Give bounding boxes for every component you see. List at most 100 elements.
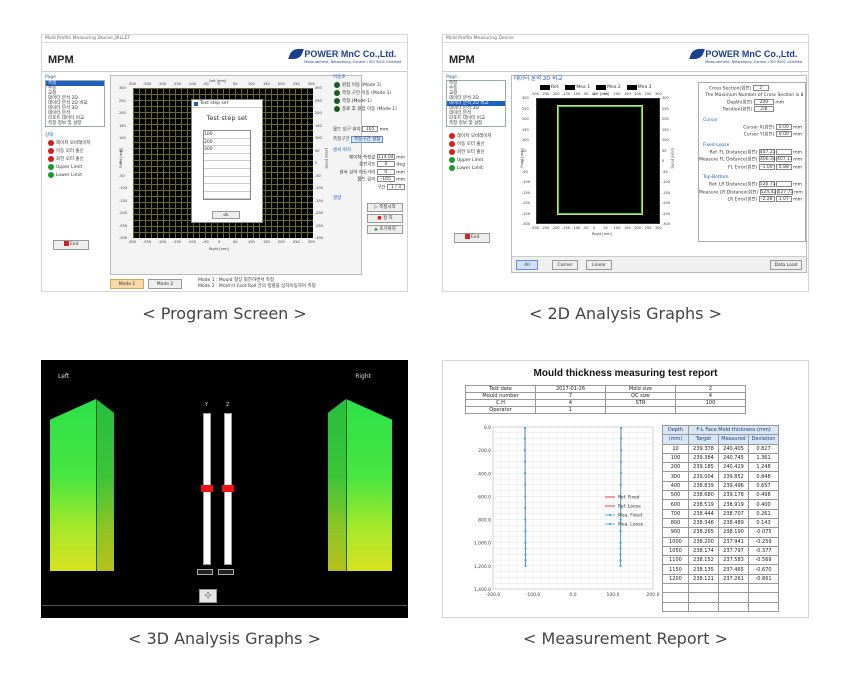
table-subhead-row: (mm) Target Measured Deviation: [662, 434, 779, 445]
exit-button-2d[interactable]: Exit: [454, 233, 490, 243]
control-button[interactable]: ▷ 측정시작: [367, 203, 403, 212]
status-label: Lower Limit: [457, 165, 484, 171]
sensor-value: 114.04: [376, 153, 395, 160]
page-item[interactable]: 교정: [48, 91, 57, 96]
table-cell: -0.259: [748, 536, 779, 547]
mea-fixed-line-point: [523, 449, 527, 452]
table-cell: 600: [662, 499, 689, 510]
table-cell-empty: [748, 601, 779, 612]
control-button[interactable]: ▲ 초기위치: [367, 225, 403, 234]
info-cell: 2: [675, 385, 746, 393]
data-load-button[interactable]: Data Load: [770, 260, 802, 270]
status-led-icon: [449, 133, 455, 139]
range-set-button[interactable]: 측정구간 설정: [351, 135, 384, 143]
page-label-2d: Page: [446, 75, 457, 80]
z-slider-handle[interactable]: [222, 485, 234, 492]
plot2-area[interactable]: [536, 98, 660, 224]
status-item: Upper Limit: [449, 157, 506, 163]
control-panel: 이동조 원점 이동 (Mode 1) 측정 구간 이동 (Mode 1) 측정 (M…: [331, 75, 407, 275]
app-name-2d: MPM: [449, 54, 475, 66]
page-item[interactable]: 데이터 분석: [48, 111, 71, 116]
info-cell: [675, 406, 746, 414]
step-row[interactable]: 300: [204, 146, 250, 154]
legend-item: Mea 1: [565, 85, 590, 90]
mode1-button[interactable]: Mode 1: [110, 279, 144, 289]
table-row: 1100 238.152 237.583 -0.569: [662, 555, 779, 566]
step-row[interactable]: 200: [204, 139, 250, 147]
y-tick-label-right: 50: [315, 148, 320, 153]
height-input[interactable]: 165: [362, 126, 379, 132]
page-item[interactable]: 측정: [46, 81, 104, 86]
status-item: 회전 모터 출신: [48, 156, 105, 162]
table-row: 900 238.265 238.190 -0.075: [662, 527, 779, 538]
exit-button[interactable]: Exit: [53, 240, 89, 250]
y-tick-label-right: -250: [662, 211, 670, 216]
y-value-field[interactable]: [197, 569, 213, 575]
mea-loose-line-point: [619, 541, 622, 544]
page-item[interactable]: 측정 정보 및 설정: [48, 121, 82, 126]
left-mould-wall[interactable]: [50, 399, 114, 571]
page-item[interactable]: 데이터 분석 2D 비교: [48, 101, 88, 106]
page-item[interactable]: 데이터 분석: [449, 111, 472, 116]
page-item[interactable]: 교정: [449, 91, 458, 96]
step-list[interactable]: 100 200 300: [203, 130, 251, 200]
table-head-row: Depth F-L Face Mold thickness (mm): [662, 424, 779, 436]
cross-section-label: Cross Section(회전): [709, 86, 752, 92]
legend-label: Ref. Loose: [618, 504, 641, 510]
tab-corner[interactable]: Corner: [552, 260, 578, 270]
page-item[interactable]: 데이터 분석 2D 비교: [447, 101, 505, 106]
step-row[interactable]: 100: [204, 131, 250, 139]
right-mould-wall[interactable]: [328, 399, 392, 571]
mode-item[interactable]: 종료 후 원점 이동 (Mode 1): [334, 106, 407, 112]
page-item[interactable]: 수동: [48, 86, 57, 91]
mea-fixed-line-point: [524, 547, 527, 550]
mode-item[interactable]: 측정 구간 이동 (Mode 1): [334, 90, 407, 96]
y-slider-track[interactable]: [201, 413, 213, 565]
info-cell: 4: [675, 392, 746, 400]
page-item[interactable]: 리포트 데이터 비교: [48, 116, 84, 121]
control-button[interactable]: ■ 정 지: [367, 214, 403, 223]
page-item[interactable]: 측정: [449, 81, 458, 86]
z-value-field[interactable]: [218, 569, 234, 575]
table-row: 100 239.384 240.745 1.361: [662, 452, 779, 464]
cross-section-select[interactable]: 2: [752, 85, 769, 91]
mode-item[interactable]: 측정 (Mode 1): [334, 98, 407, 104]
y-tick-label: 100: [522, 138, 529, 142]
table-cell: 900: [662, 527, 689, 538]
page-item[interactable]: 데이터 분석 3D: [48, 106, 78, 111]
y-slider-handle[interactable]: [201, 485, 213, 492]
info-value: 0.00: [775, 131, 792, 137]
mode2-button[interactable]: Mode 2: [148, 279, 182, 289]
z-slider-track[interactable]: [222, 413, 234, 565]
page-item[interactable]: 데이터 분석 2D: [48, 96, 78, 101]
depth-input[interactable]: 200: [753, 98, 774, 105]
page-item[interactable]: 데이터 분석 2D: [449, 96, 479, 101]
page-item[interactable]: 측정 정보 및 설정: [449, 121, 483, 126]
x-tick-label-bottom: 250: [293, 240, 300, 244]
tab-all[interactable]: All: [516, 260, 538, 270]
page-item[interactable]: 리포트 데이터 비교: [449, 116, 485, 121]
info-label: Cursor Y(회전): [743, 132, 776, 138]
step-row[interactable]: [204, 154, 250, 162]
step-row[interactable]: [204, 192, 250, 200]
y-tick-label-right: -200: [662, 201, 670, 205]
y-tick-label: -50: [119, 173, 125, 178]
info-cell: Mold size: [605, 385, 676, 393]
y-tick-label-right: -300: [315, 236, 323, 240]
table-row: 1150 238.135 237.465 -0.670: [662, 564, 779, 575]
x-tick-label: 0: [593, 92, 596, 96]
info-cell: C.H: [465, 399, 536, 407]
page-item[interactable]: 데이터 분석 3D: [449, 106, 479, 111]
table-cell: -0.075: [748, 527, 779, 538]
step-row[interactable]: [204, 177, 250, 185]
step-row[interactable]: [204, 161, 250, 169]
page-item[interactable]: 수동: [449, 86, 458, 91]
step-row[interactable]: [204, 169, 250, 177]
mea-loose-line-point: [619, 547, 622, 550]
dialog-ok-button[interactable]: ok: [212, 211, 240, 219]
step-row[interactable]: [204, 184, 250, 192]
mode-item[interactable]: 원점 이동 (Mode 1): [334, 82, 407, 88]
tab-linear[interactable]: Linear: [586, 260, 612, 270]
view-reset-button[interactable]: ⊹: [199, 589, 217, 603]
table-cell: 1000: [662, 536, 689, 547]
